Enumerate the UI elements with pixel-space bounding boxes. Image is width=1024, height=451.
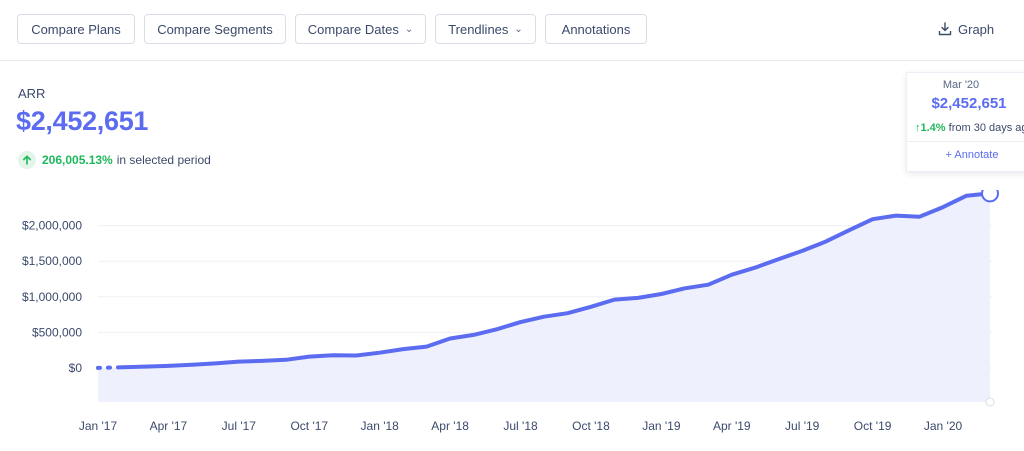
change-text: in selected period (116, 153, 211, 167)
compare-plans-label: Compare Plans (31, 21, 121, 37)
graph-button[interactable]: Graph (938, 14, 994, 44)
x-tick-label: Jul '17 (222, 419, 257, 433)
axis-end-marker (985, 397, 995, 407)
data-point (636, 296, 640, 300)
y-tick-label: $1,000,000 (22, 290, 82, 304)
data-point (472, 333, 476, 337)
data-point (119, 365, 123, 369)
x-tick-label: Jul '19 (785, 419, 820, 433)
data-point (894, 214, 898, 218)
selected-point (981, 190, 999, 203)
data-point (847, 228, 851, 232)
x-tick-label: Jan '17 (79, 419, 118, 433)
annotate-button[interactable]: + Annotate (945, 149, 999, 161)
data-point (307, 355, 311, 359)
data-point (800, 249, 804, 253)
x-tick-label: Jan '18 (361, 419, 400, 433)
compare-plans-button[interactable]: Compare Plans (17, 14, 135, 44)
data-point (542, 315, 546, 319)
download-icon (938, 22, 952, 36)
x-tick-label: Jan '19 (642, 419, 681, 433)
data-point (706, 283, 710, 287)
x-tick-label: Oct '18 (572, 419, 610, 433)
data-point (190, 363, 194, 367)
series-line-dashed (96, 365, 124, 370)
data-point (260, 359, 264, 363)
data-point (448, 336, 452, 340)
annotations-button[interactable]: Annotations (545, 14, 647, 44)
compare-dates-dropdown[interactable]: Compare Dates ⌄ (295, 14, 426, 44)
data-point (166, 364, 170, 368)
change-summary: 206,005.13% in selected period (18, 151, 211, 169)
y-tick-label: $500,000 (32, 325, 82, 339)
chevron-down-icon: ⌄ (514, 23, 523, 35)
x-tick-label: Jan '20 (924, 419, 963, 433)
data-point (96, 366, 100, 370)
metric-title: ARR (18, 86, 46, 101)
data-point (565, 311, 569, 315)
chevron-down-icon: ⌄ (404, 23, 414, 35)
data-point (918, 215, 922, 219)
data-point (331, 353, 335, 357)
compare-dates-label: Compare Dates (307, 21, 399, 37)
compare-segments-button[interactable]: Compare Segments (144, 14, 286, 44)
data-point (401, 347, 405, 351)
data-point (683, 286, 687, 290)
tooltip-change: ↑1.4% from 30 days ago (915, 122, 1024, 134)
data-point (589, 305, 593, 309)
area-fill (98, 193, 990, 402)
data-point (871, 217, 875, 221)
data-point (284, 358, 288, 362)
x-tick-label: Oct '19 (854, 419, 892, 433)
tooltip-change-percent: 1.4% (920, 122, 946, 134)
y-tick-label: $2,000,000 (22, 219, 82, 233)
change-percent: 206,005.13% (42, 153, 113, 167)
y-tick-label: $1,500,000 (22, 254, 82, 268)
tooltip-value: $2,452,651 (931, 95, 1007, 112)
arrow-up-icon: ↑ (915, 122, 921, 134)
data-point (941, 205, 945, 209)
series-line (119, 191, 992, 370)
data-point (495, 327, 499, 331)
data-point (143, 365, 147, 369)
arrow-up-icon (18, 151, 36, 169)
x-tick-label: Apr '19 (713, 419, 751, 433)
data-point (612, 298, 616, 302)
data-point (378, 351, 382, 355)
x-tick-label: Apr '17 (150, 419, 188, 433)
arr-area-chart: $0 $500,000 $1,000,000 $1,500,000 $2,000,000… (22, 190, 999, 433)
tooltip-change-text: from 30 days ago (948, 122, 1024, 134)
chart-tooltip: Mar '20 $2,452,651 ↑1.4% from 30 days ag… (906, 72, 1024, 172)
tooltip-date: Mar '20 (942, 79, 980, 91)
x-tick-label: Oct '17 (290, 419, 328, 433)
data-point (965, 194, 969, 198)
graph-label: Graph (958, 21, 995, 37)
data-point (730, 273, 734, 277)
x-tick-label: Apr '18 (431, 419, 469, 433)
tooltip-divider (907, 141, 1024, 142)
data-point (824, 240, 828, 244)
annotations-label: Annotations (561, 21, 631, 37)
metric-value: $2,452,651 (16, 106, 149, 136)
data-point (213, 361, 217, 365)
data-point (659, 292, 663, 296)
trendlines-dropdown[interactable]: Trendlines ⌄ (435, 14, 536, 44)
x-tick-label: Jul '18 (503, 419, 538, 433)
data-point (354, 354, 358, 358)
data-point (425, 345, 429, 349)
data-point (519, 320, 523, 324)
compare-segments-label: Compare Segments (157, 21, 273, 37)
y-tick-label: $0 (69, 361, 83, 375)
data-point (753, 266, 757, 270)
data-point (777, 257, 781, 261)
toolbar: Compare Plans Compare Segments Compare D… (0, 0, 1024, 61)
data-point (237, 360, 241, 364)
trendlines-label: Trendlines (448, 21, 509, 37)
